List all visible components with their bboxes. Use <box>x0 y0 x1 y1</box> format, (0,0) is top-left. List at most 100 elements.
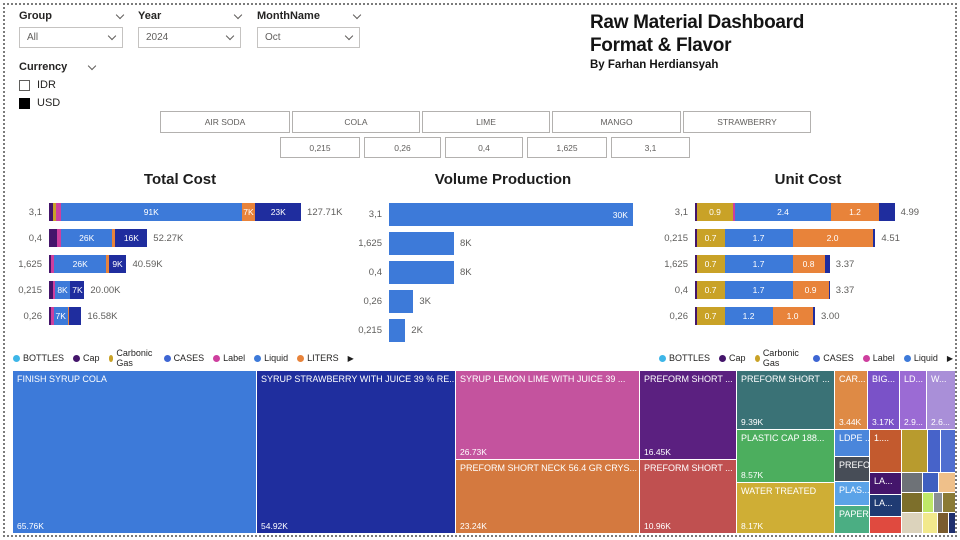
treemap-tile[interactable] <box>943 493 955 512</box>
bar-segment-liters[interactable]: 1.0 <box>772 307 813 325</box>
bar-segment-label[interactable] <box>50 307 54 325</box>
currency-option-idr[interactable]: IDR <box>19 79 119 91</box>
chevron-down-icon[interactable] <box>87 61 97 70</box>
treemap-tile[interactable]: CAR... 3.44K <box>835 371 867 429</box>
bar-segment-label[interactable] <box>56 229 61 247</box>
bar-segment-preform[interactable] <box>828 281 830 299</box>
bar-segment-volume[interactable] <box>389 232 454 255</box>
bar-segment-carbonic-gas[interactable]: 0.7 <box>696 229 725 247</box>
format-button-1-625[interactable]: 1,625 <box>527 137 607 158</box>
legend-item-liquid[interactable]: Liquid <box>903 353 938 363</box>
legend-item-carbonic-gas[interactable]: Carbonic Gas <box>108 348 155 368</box>
treemap-tile[interactable] <box>902 473 922 492</box>
format-button-0-215[interactable]: 0,215 <box>280 137 360 158</box>
format-button-0-4[interactable]: 0,4 <box>445 137 523 158</box>
bar-segment-liquid[interactable]: 8K <box>54 281 71 299</box>
bar-segment-preform[interactable] <box>872 229 876 247</box>
bar-segment-label[interactable] <box>51 255 55 273</box>
treemap-tile[interactable] <box>902 513 922 533</box>
bar-segment-liters[interactable] <box>105 255 109 273</box>
treemap-tile[interactable]: PLASTIC CAP 188... 8.57K <box>737 430 834 482</box>
bar-segment-preform[interactable]: 23K <box>255 203 302 221</box>
treemap-tile[interactable] <box>902 493 922 512</box>
bar-segment-preform[interactable] <box>824 255 830 273</box>
bar-segment-cap[interactable] <box>695 255 697 273</box>
bar-segment-liquid[interactable]: 7K <box>53 307 68 325</box>
year-dropdown[interactable]: 2024 <box>138 27 241 48</box>
bar-segment-label[interactable] <box>55 203 61 221</box>
bar-segment-liters[interactable]: 1.2 <box>831 203 879 221</box>
bar-segment-preform[interactable] <box>69 307 82 325</box>
group-dropdown[interactable]: All <box>19 27 123 48</box>
bar-segment-volume[interactable]: 30K <box>389 203 633 226</box>
treemap-tile[interactable]: PLAS... <box>835 482 869 505</box>
treemap-tile[interactable] <box>923 513 937 533</box>
bar-segment-volume[interactable] <box>389 261 454 284</box>
bar-segment-preform[interactable]: 9K <box>108 255 127 273</box>
treemap-tile[interactable] <box>902 430 927 472</box>
bar-segment-cap[interactable] <box>49 255 52 273</box>
legend-item-cases[interactable]: CASES <box>163 353 204 363</box>
legend-item-carbonic-gas[interactable]: Carbonic Gas <box>754 348 805 368</box>
treemap-tile[interactable]: SYRUP STRAWBERRY WITH JUICE 39 % RE... 54… <box>257 371 455 533</box>
treemap-tile[interactable] <box>938 513 948 533</box>
legend-scroll-right-icon[interactable]: ▶ <box>946 353 953 363</box>
treemap-tile[interactable]: PREFO... <box>835 457 869 481</box>
bar-segment-cap[interactable] <box>695 229 697 247</box>
bar-segment-carbonic-gas[interactable]: 0.7 <box>696 281 725 299</box>
bar-segment-preform[interactable] <box>879 203 895 221</box>
bar-segment-cap[interactable] <box>49 203 54 221</box>
legend-item-bottles[interactable]: BOTTLES <box>13 353 64 363</box>
bar-segment-liters[interactable] <box>112 229 116 247</box>
bar-segment-preform[interactable]: 7K <box>70 281 85 299</box>
bar-segment-cap[interactable] <box>49 229 57 247</box>
format-button-0-26[interactable]: 0,26 <box>364 137 441 158</box>
treemap-tile[interactable] <box>923 493 933 512</box>
chevron-down-icon[interactable] <box>233 10 243 19</box>
flavor-button-lime[interactable]: LIME <box>422 111 550 133</box>
bar-segment-liters[interactable]: 2.0 <box>792 229 873 247</box>
legend-item-cases[interactable]: CASES <box>813 353 854 363</box>
format-button-3-1[interactable]: 3,1 <box>611 137 690 158</box>
legend-item-label[interactable]: Label <box>213 353 245 363</box>
bar-segment-cap[interactable] <box>695 307 697 325</box>
legend-item-bottles[interactable]: BOTTLES <box>659 353 710 363</box>
chevron-down-icon[interactable] <box>352 10 362 19</box>
bar-segment-cap[interactable] <box>49 307 51 325</box>
bar-segment-liquid[interactable]: 1.7 <box>724 281 793 299</box>
treemap-tile[interactable] <box>870 517 901 533</box>
treemap-tile[interactable] <box>939 473 955 492</box>
bar-segment-cap[interactable] <box>695 203 697 221</box>
legend-scroll-right-icon[interactable]: ▶ <box>347 353 354 363</box>
treemap-tile[interactable] <box>934 493 942 512</box>
bar-segment-liquid[interactable]: 26K <box>54 255 106 273</box>
treemap-tile[interactable]: PREFORM SHORT ... 16.45K <box>640 371 736 459</box>
bar-segment-liquid[interactable]: 2.4 <box>735 203 831 221</box>
legend-item-cap[interactable]: Cap <box>73 353 100 363</box>
bar-segment-label[interactable] <box>53 281 55 299</box>
treemap-tile[interactable]: 1.... <box>870 430 901 472</box>
treemap-tile[interactable] <box>923 473 938 492</box>
bar-segment-cap[interactable] <box>49 281 53 299</box>
treemap-tile[interactable]: W... 2.6... <box>927 371 955 429</box>
treemap-tile[interactable]: BIG... 3.17K <box>868 371 899 429</box>
bar-segment-liters[interactable]: 7K <box>241 203 256 221</box>
treemap-tile[interactable] <box>941 430 955 472</box>
bar-segment-volume[interactable] <box>389 290 414 313</box>
flavor-button-cola[interactable]: COLA <box>292 111 420 133</box>
flavor-button-strawberry[interactable]: STRAWBERRY <box>683 111 811 133</box>
treemap-tile[interactable]: PAPER... <box>835 506 869 533</box>
bar-segment-carbonic-gas[interactable] <box>53 203 56 221</box>
bar-segment-liters[interactable]: 0.8 <box>792 255 825 273</box>
currency-option-usd[interactable]: USD <box>19 97 119 109</box>
treemap-tile[interactable]: PREFORM SHORT ... 10.96K <box>640 460 736 533</box>
flavor-button-air-soda[interactable]: AIR SODA <box>160 111 290 133</box>
treemap-tile[interactable]: LA... <box>870 473 901 494</box>
bar-segment-cap[interactable] <box>695 281 697 299</box>
treemap-tile[interactable] <box>928 430 940 472</box>
legend-item-label[interactable]: Label <box>862 353 895 363</box>
bar-segment-liters[interactable]: 0.9 <box>792 281 829 299</box>
flavor-button-mango[interactable]: MANGO <box>552 111 681 133</box>
bar-segment-liquid[interactable]: 91K <box>60 203 242 221</box>
legend-item-cap[interactable]: Cap <box>719 353 746 363</box>
